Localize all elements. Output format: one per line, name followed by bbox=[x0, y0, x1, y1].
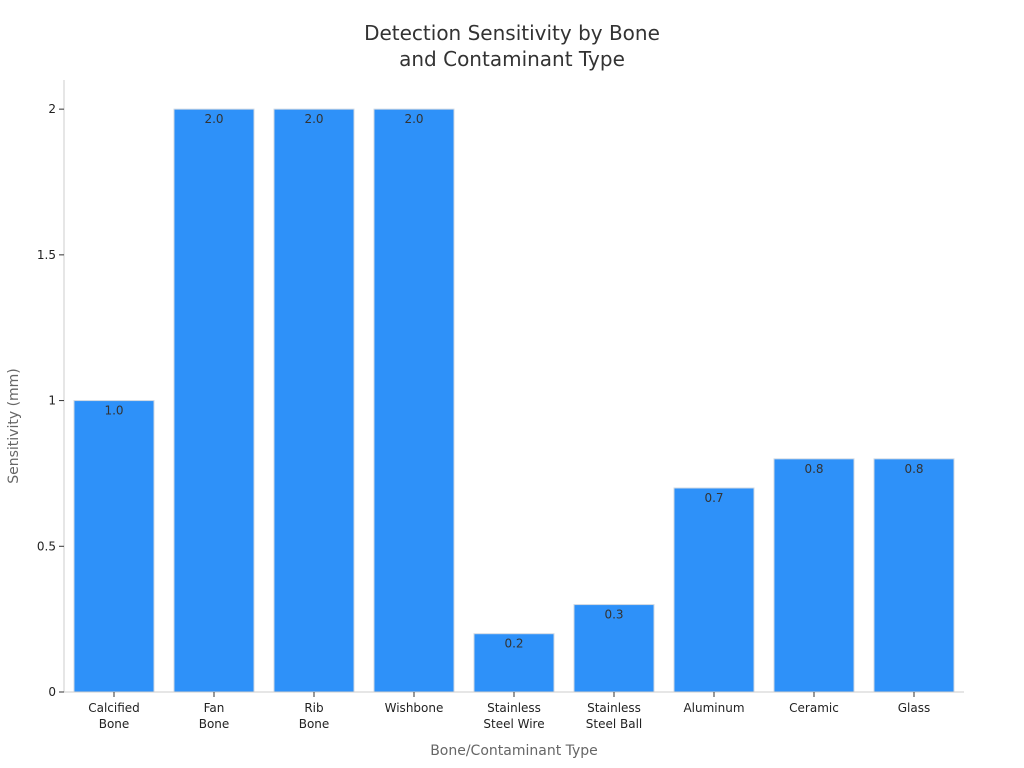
y-tick-label: 0 bbox=[48, 685, 56, 699]
x-axis-ticks: Calcified Bone Fan Bone Rib Bone Wishbone Stain… bbox=[88, 692, 930, 731]
chart-title-line: and Contaminant Type bbox=[399, 47, 625, 71]
bar-data-label: 2.0 bbox=[204, 112, 223, 126]
x-tick-label: Steel Wire bbox=[483, 717, 544, 731]
y-axis-ticks: 0 0.5 1 1.5 2 bbox=[37, 102, 64, 699]
x-tick-label: Stainless bbox=[587, 701, 641, 715]
x-tick-label: Bone bbox=[99, 717, 130, 731]
y-tick-label: 1 bbox=[48, 394, 56, 408]
x-tick-label: Glass bbox=[898, 701, 931, 715]
x-tick-label: Fan bbox=[204, 701, 225, 715]
bar bbox=[573, 604, 655, 693]
bar bbox=[673, 487, 755, 693]
x-axis-label: Bone/Contaminant Type bbox=[430, 743, 598, 759]
bar bbox=[73, 400, 155, 693]
data-labels: 1.0 2.0 2.0 2.0 0.2 0.3 0.7 0.8 0.8 bbox=[104, 112, 923, 651]
x-tick-label: Rib bbox=[304, 701, 323, 715]
x-tick-label: Bone bbox=[299, 717, 330, 731]
bar-data-label: 2.0 bbox=[404, 112, 423, 126]
x-tick-label: Ceramic bbox=[789, 701, 839, 715]
bar-data-label: 2.0 bbox=[304, 112, 323, 126]
x-tick-label: Calcified bbox=[88, 701, 140, 715]
chart-title-line: Detection Sensitivity by Bone bbox=[364, 21, 660, 45]
x-tick-label: Wishbone bbox=[385, 701, 444, 715]
bar bbox=[273, 108, 355, 693]
bars bbox=[73, 108, 955, 693]
x-tick-label: Stainless bbox=[487, 701, 541, 715]
bar bbox=[373, 108, 455, 693]
bar-data-label: 0.3 bbox=[604, 608, 623, 622]
x-tick-label: Bone bbox=[199, 717, 230, 731]
bar bbox=[173, 108, 255, 693]
bar bbox=[773, 458, 855, 693]
y-tick-label: 1.5 bbox=[37, 248, 56, 262]
bar-data-label: 0.7 bbox=[704, 491, 723, 505]
bar bbox=[473, 633, 555, 693]
y-tick-label: 0.5 bbox=[37, 539, 56, 553]
bar-data-label: 0.8 bbox=[804, 462, 823, 476]
bar-data-label: 0.8 bbox=[904, 462, 923, 476]
bar bbox=[873, 458, 955, 693]
x-tick-label: Steel Ball bbox=[586, 717, 643, 731]
bar-data-label: 1.0 bbox=[104, 404, 123, 418]
bar-data-label: 0.2 bbox=[504, 637, 523, 651]
y-axis-label: Sensitivity (mm) bbox=[6, 368, 22, 484]
y-tick-label: 2 bbox=[48, 102, 56, 116]
x-tick-label: Aluminum bbox=[683, 701, 744, 715]
